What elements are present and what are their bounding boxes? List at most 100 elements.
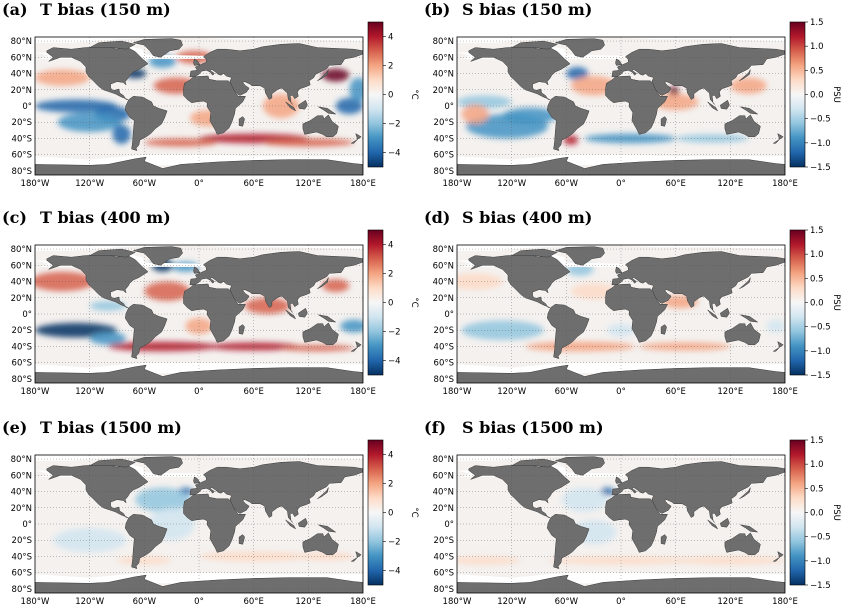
colorbar-tick-label: 4: [388, 33, 393, 43]
colorbar-gradient: [367, 229, 384, 376]
sea-ice-baffin: [549, 463, 567, 476]
colorbar-tick-label: 1.0: [810, 460, 824, 470]
lat-tick-label: 40°S: [12, 342, 32, 352]
bias-anomaly: [461, 104, 489, 124]
land-newZealand: [350, 133, 362, 144]
land-africa: [605, 493, 668, 553]
colorbar-unit: PSU: [831, 86, 841, 103]
panel-b: (b) S bias (150 m) 80°N 60°N 40°N 20°N 0° 20°S 4…: [424, 0, 841, 189]
bias-anomaly: [89, 331, 127, 345]
land-madagascar: [238, 324, 245, 335]
land-newGuinea: [740, 106, 758, 115]
land-sumatra: [707, 101, 719, 112]
panel-f: (f) S bias (1500 m) 80°N 60°N 40°N 20°N 0° 20°S…: [424, 418, 841, 607]
bias-anomaly: [322, 68, 350, 82]
panel-letter: (e): [2, 418, 27, 437]
sea-ice-baffin: [549, 45, 567, 58]
lat-tick-label: 20°S: [12, 326, 32, 336]
land-newZealand: [350, 341, 362, 352]
lon-tick-label: 120°E: [717, 387, 743, 397]
lon-tick-label: 180°W: [21, 179, 50, 189]
lat-tick-label: 20°N: [11, 86, 32, 96]
lon-tick-label: 120°W: [75, 387, 104, 397]
lon-tick-label: 120°E: [295, 597, 321, 607]
land-northAmerica: [46, 46, 149, 100]
land-australia: [302, 114, 339, 138]
colorbar-tick-label: −4: [388, 357, 401, 367]
lat-tick-label: 0°: [444, 102, 454, 112]
land-madagascar: [238, 534, 245, 545]
land-japan: [317, 487, 329, 500]
colorbar-tick-label: 0: [388, 509, 393, 519]
land-newGuinea: [740, 314, 758, 323]
bias-anomaly: [335, 97, 363, 115]
lat-tick-label: 20°N: [11, 294, 32, 304]
colorbar-tick-label: −1.5: [810, 581, 831, 591]
colorbar-unit: PSU: [831, 504, 841, 521]
colorbar-tick-label: 2: [388, 270, 393, 280]
panel-title: S bias (400 m): [462, 208, 592, 227]
lat-tick-label: 80°N: [433, 455, 454, 465]
lat-tick-label: 20°S: [434, 118, 454, 128]
land-greenland: [132, 456, 183, 476]
lat-tick-label: 20°N: [11, 504, 32, 514]
lon-tick-label: 180°E: [772, 597, 798, 607]
colorbar-tick-label: −1.0: [810, 139, 831, 149]
colorbar-tick-label: 1.5: [810, 226, 824, 236]
colorbar-tick-label: 0.0: [810, 91, 824, 101]
colorbar: 4 2 0 −2 −4 °C: [367, 439, 419, 586]
lon-tick-label: 180°E: [350, 597, 376, 607]
colorbar-tick-label: −0.5: [810, 323, 831, 333]
lon-tick-label: 60°W: [555, 179, 579, 189]
land-sumatra: [707, 519, 719, 530]
lon-tick-label: 120°E: [295, 387, 321, 397]
land-eurasia: [611, 43, 785, 105]
lat-tick-label: 80°S: [434, 585, 454, 595]
bias-anomaly: [340, 319, 363, 333]
bias-anomaly: [561, 487, 608, 512]
land-eurasia: [611, 461, 785, 523]
land-sumatra: [707, 309, 719, 320]
lat-tick-label: 60°S: [434, 151, 454, 161]
colorbar-tick-label: −0.5: [810, 115, 831, 125]
land-newGuinea: [318, 106, 336, 115]
land-greenland: [132, 38, 183, 58]
lat-tick-label: 20°N: [433, 86, 454, 96]
lat-tick-label: 60°N: [433, 471, 454, 481]
graticule: [35, 245, 363, 383]
land-arcticIsles: [511, 40, 558, 50]
lat-tick-label: 80°S: [434, 167, 454, 177]
land-newGuinea: [740, 524, 758, 533]
land-japan: [317, 69, 329, 82]
bias-anomaly: [35, 99, 117, 113]
lon-tick-label: 180°E: [772, 387, 798, 397]
land-northAmerica: [468, 254, 571, 308]
sea-ice-arctic: [457, 455, 785, 461]
bias-anomaly: [112, 124, 131, 145]
lon-tick-label: 60°W: [555, 597, 579, 607]
panel-letter: (c): [2, 208, 27, 227]
land-madagascar: [660, 116, 667, 127]
map-area: [35, 245, 363, 383]
map-frame: [34, 454, 364, 594]
lat-tick-label: 60°S: [434, 569, 454, 579]
sea-ice-arctic: [35, 455, 363, 461]
graticule: [35, 455, 363, 593]
colorbar-unit: PSU: [831, 294, 841, 311]
colorbar: 1.5 1.0 0.5 0.0 −0.5 −1.0 −1.5 PSU: [789, 436, 841, 591]
land-borneo: [720, 307, 730, 318]
sea-ice-arctic: [35, 37, 363, 43]
land-africa: [605, 75, 668, 135]
map-area: [457, 37, 785, 175]
lon-tick-label: 0°: [616, 179, 626, 189]
colorbar-tick-label: 0.0: [810, 509, 824, 519]
land-japan: [739, 487, 751, 500]
bias-anomaly: [35, 271, 95, 292]
land-borneo: [720, 517, 730, 528]
lat-tick-label: 0°: [22, 310, 32, 320]
bias-anomaly: [766, 319, 785, 333]
lat-tick-label: 40°N: [433, 278, 454, 288]
land-borneo: [298, 517, 308, 528]
lat-tick-label: 20°S: [434, 326, 454, 336]
panel-letter: (f): [424, 418, 446, 437]
